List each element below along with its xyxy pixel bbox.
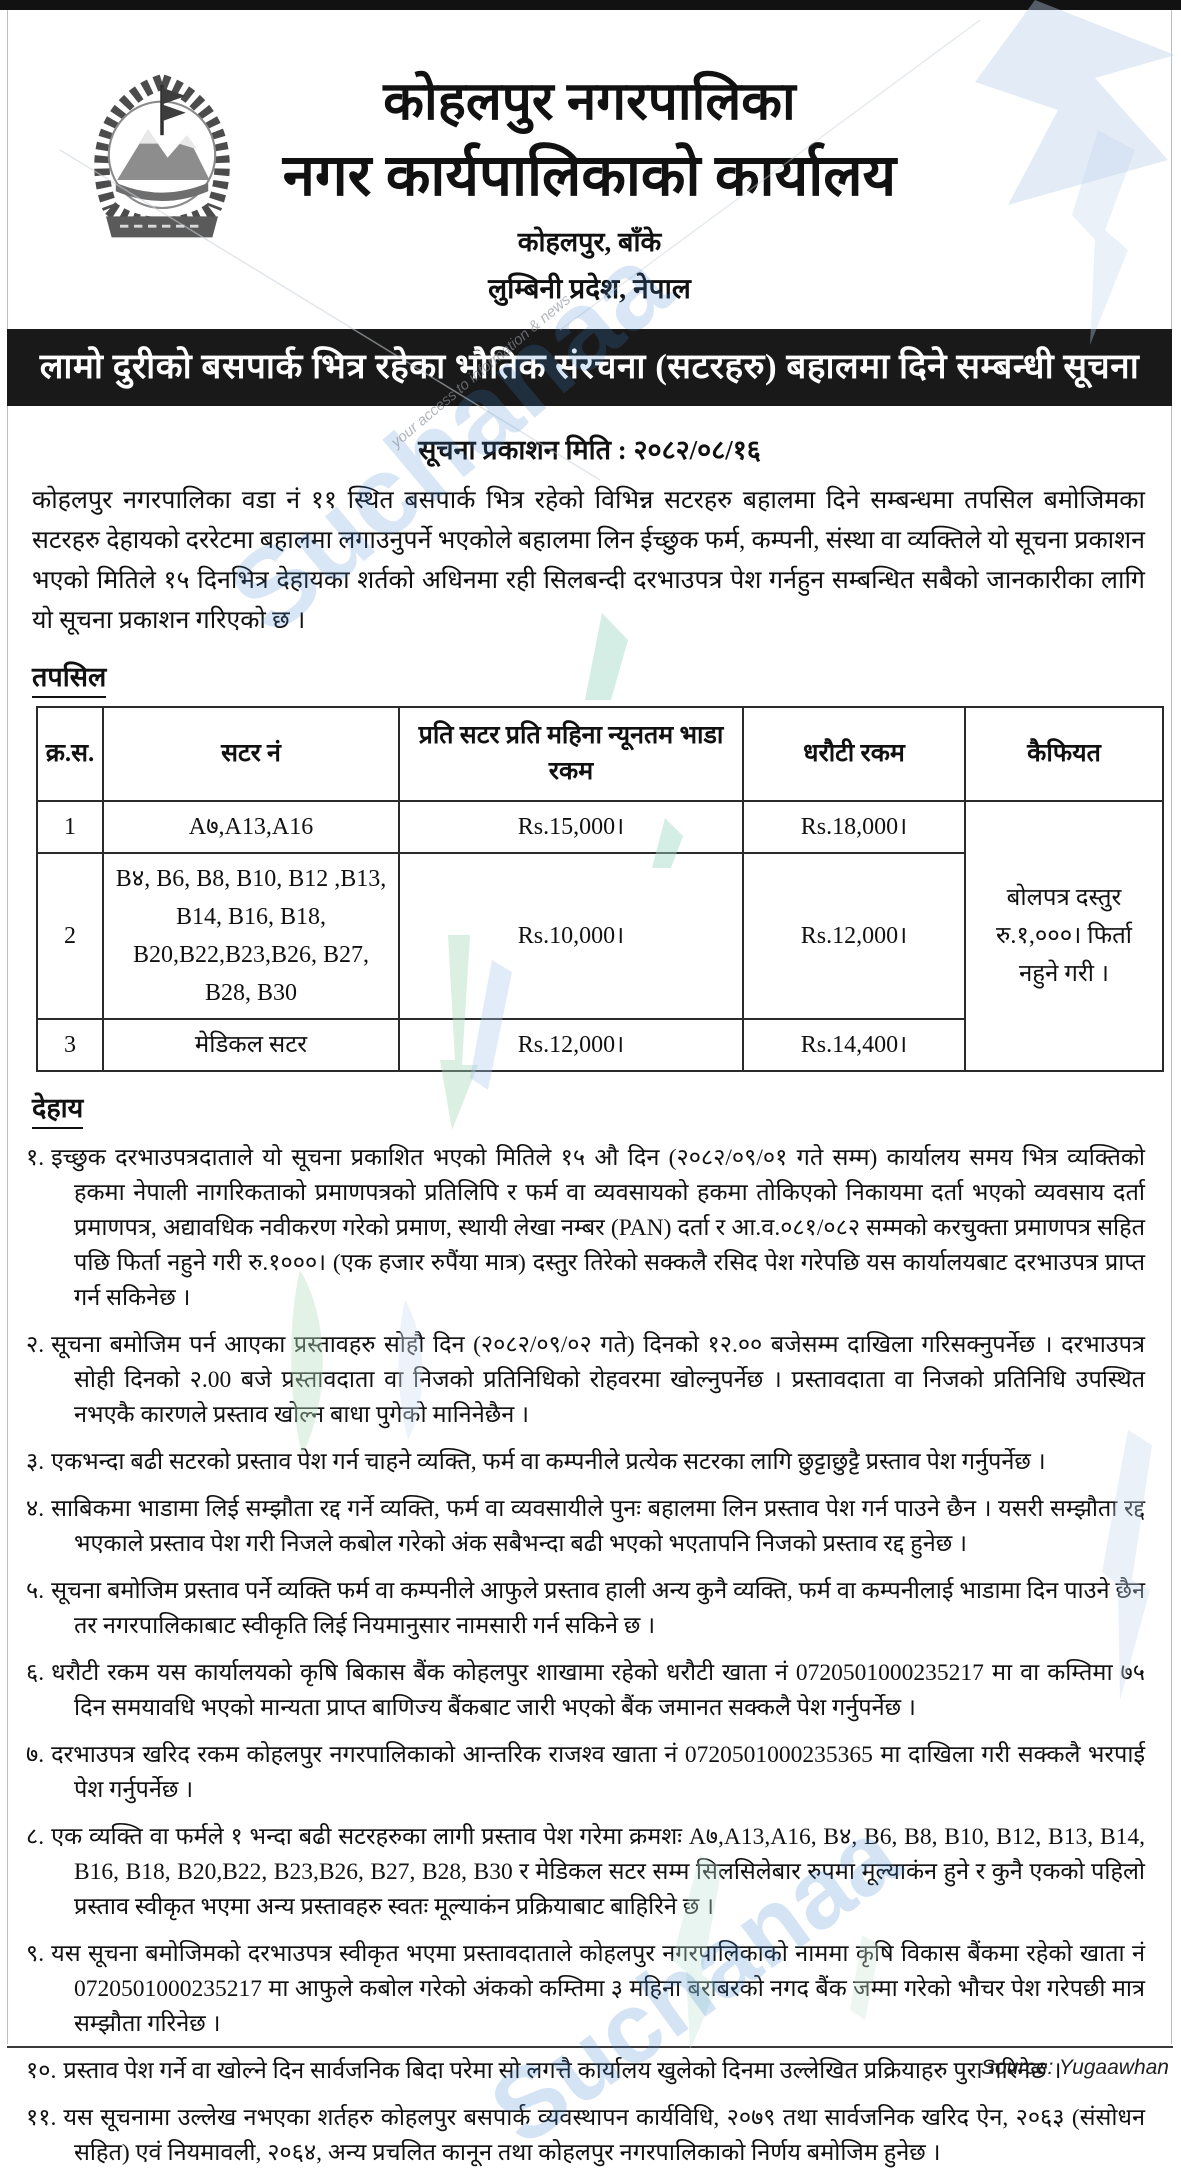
cell-deposit: Rs.18,000। — [742, 799, 966, 854]
publish-date: सूचना प्रकाशन मिति : २०८२/०८/१६ — [418, 434, 761, 465]
source-credit: Source: Yugaawhan — [981, 2056, 1169, 2079]
condition-item: ९. यस सूचना बमोजिमको दरभाउपत्र स्वीकृत भए… — [26, 1937, 1145, 2042]
condition-text: सूचना बमोजिम प्रस्ताव पर्ने व्यक्ति फर्म… — [51, 1577, 1145, 1639]
cell-sn: 1 — [36, 799, 104, 854]
condition-item: २. सूचना बमोजिम पर्न आएका प्रस्तावहरु सोह… — [26, 1328, 1145, 1433]
col-header-remarks: कैफियत — [964, 705, 1164, 802]
page-top-rule — [0, 0, 1181, 10]
condition-text: धरौटी रकम यस कार्यालयको कृषि बिकास बैंक … — [51, 1659, 1145, 1721]
condition-text: सूचना बमोजिम पर्न आएका प्रस्तावहरु सोहौ … — [51, 1331, 1145, 1428]
document-frame: कोहलपुर नगरपालिका नगर कार्यपालिकाको कार्… — [7, 10, 1172, 2166]
condition-number: ७. — [26, 1741, 45, 1768]
condition-number: ११. — [26, 2104, 57, 2131]
condition-text: इच्छुक दरभाउपत्रदाताले यो सूचना प्रकाशित… — [51, 1144, 1145, 1311]
condition-text: साबिकमा भाडामा लिई सम्झौता रद्द गर्ने व्… — [51, 1495, 1145, 1557]
condition-number: १. — [26, 1144, 45, 1171]
cell-shutter: A७,A13,A16 — [102, 799, 400, 854]
table-row: 1 A७,A13,A16 Rs.15,000। Rs.18,000। बोलपत… — [36, 799, 1164, 1072]
office-province: लुम्बिनी प्रदेश, नेपाल — [488, 273, 691, 305]
cell-sn: 3 — [36, 1017, 104, 1072]
municipality-name: कोहलपुर नगरपालिका — [383, 73, 796, 131]
condition-number: ८. — [26, 1823, 45, 1850]
condition-text: एकभन्दा बढी सटरको प्रस्ताव पेश गर्न चाहन… — [51, 1448, 1046, 1475]
cell-deposit: Rs.12,000। — [742, 851, 966, 1020]
condition-item: ६. धरौटी रकम यस कार्यालयको कृषि बिकास बैं… — [26, 1656, 1145, 1726]
table-row: 3 मेडिकल सटर Rs.12,000। Rs.14,400। — [36, 1017, 1163, 1072]
condition-item: ७. दरभाउपत्र खरिद रकम कोहलपुर नगरपालिकाको… — [26, 1738, 1145, 1808]
condition-text: प्रस्ताव पेश गर्ने वा खोल्ने दिन सार्वजन… — [63, 2057, 1062, 2084]
cell-rent: Rs.15,000। — [398, 799, 744, 854]
tapasil-heading: तपसिल — [32, 657, 1171, 698]
col-header-shutter: सटर नं — [102, 705, 400, 802]
condition-item: ४. साबिकमा भाडामा लिई सम्झौता रद्द गर्ने … — [26, 1492, 1145, 1562]
condition-number: १०. — [26, 2057, 57, 2084]
condition-item: ५. सूचना बमोजिम प्रस्ताव पर्ने व्यक्ति फर… — [26, 1574, 1145, 1644]
condition-text: यस सूचना बमोजिमको दरभाउपत्र स्वीकृत भएमा… — [51, 1940, 1145, 2037]
conditions-list: १. इच्छुक दरभाउपत्रदाताले यो सूचना प्रकाश… — [26, 1141, 1145, 2171]
condition-item: ८. एक व्यक्ति वा फर्मले १ भन्दा बढी सटरहर… — [26, 1820, 1145, 1925]
condition-text: एक व्यक्ति वा फर्मले १ भन्दा बढी सटरहरुक… — [51, 1823, 1145, 1920]
condition-number: ५. — [26, 1577, 45, 1604]
condition-number: ९. — [26, 1940, 45, 1967]
nepal-government-emblem-icon — [78, 70, 246, 248]
condition-item: १०. प्रस्ताव पेश गर्ने वा खोल्ने दिन सार्… — [26, 2054, 1145, 2089]
table-row: 2 B४, B6, B8, B10, B12 ,B13, B14, B16, B… — [36, 851, 1163, 1020]
cell-rent: Rs.10,000। — [398, 851, 744, 1020]
cell-shutter: B४, B6, B8, B10, B12 ,B13, B14, B16, B18… — [102, 851, 400, 1020]
cell-remarks: बोलपत्र दस्तुर रु.१,०००। फिर्ता नहुने गर… — [964, 799, 1164, 1072]
footer-rule — [7, 2046, 1173, 2048]
cell-sn: 2 — [36, 851, 104, 1020]
condition-number: २. — [26, 1331, 45, 1358]
condition-item: १. इच्छुक दरभाउपत्रदाताले यो सूचना प्रकाश… — [26, 1141, 1145, 1316]
shutter-rate-table: क्र.स. सटर नं प्रति सटर प्रति महिना न्यू… — [36, 705, 1164, 1072]
condition-item: ३. एकभन्दा बढी सटरको प्रस्ताव पेश गर्न चा… — [26, 1445, 1145, 1480]
col-header-deposit: धरौटी रकम — [742, 705, 966, 802]
condition-text: यस सूचनामा उल्लेख नभएका शर्तहरु कोहलपुर … — [63, 2104, 1145, 2166]
condition-item: ११. यस सूचनामा उल्लेख नभएका शर्तहरु कोहलप… — [26, 2101, 1145, 2171]
cell-rent: Rs.12,000। — [398, 1017, 744, 1072]
col-header-rent: प्रति सटर प्रति महिना न्यूनतम भाडा रकम — [398, 705, 744, 802]
notice-intro-paragraph: कोहलपुर नगरपालिका वडा नं ११ स्थित बसपार्… — [32, 486, 1145, 634]
cell-shutter: मेडिकल सटर — [102, 1017, 400, 1072]
condition-number: ३. — [26, 1448, 45, 1475]
notice-title-banner: लामो दुरीको बसपार्क भित्र रहेका भौतिक सं… — [7, 328, 1172, 406]
letterhead: कोहलपुर नगरपालिका नगर कार्यपालिकाको कार्… — [8, 10, 1171, 307]
col-header-sn: क्र.स. — [36, 705, 104, 802]
condition-text: दरभाउपत्र खरिद रकम कोहलपुर नगरपालिकाको आ… — [51, 1741, 1145, 1803]
condition-number: ४. — [26, 1495, 45, 1522]
cell-deposit: Rs.14,400। — [742, 1017, 966, 1072]
condition-number: ६. — [26, 1659, 45, 1686]
dehaya-heading: देहाय — [32, 1088, 1171, 1129]
table-header-row: क्र.स. सटर नं प्रति सटर प्रति महिना न्यू… — [36, 705, 1164, 802]
